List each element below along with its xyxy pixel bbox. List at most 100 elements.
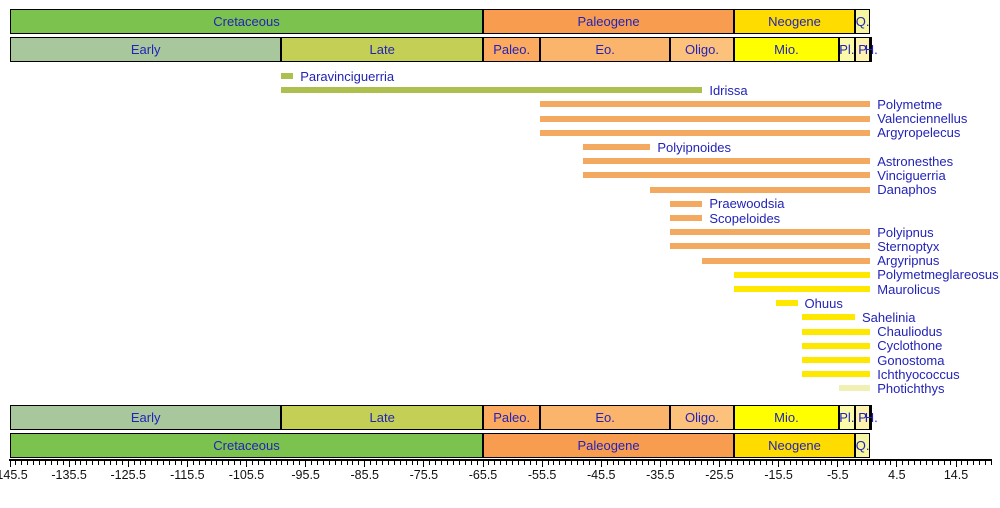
genus-label[interactable]: Argyripnus <box>877 253 940 269</box>
period-label[interactable]: Paleogene <box>577 14 640 29</box>
axis-tick-label: -125.5 <box>110 468 146 482</box>
genus-label[interactable]: Valenciennellus <box>877 111 968 127</box>
epoch-cell-eo-: Eo. <box>540 405 670 430</box>
genus-label[interactable]: Polyipnoides <box>657 139 732 155</box>
genus-label[interactable]: Chauliodus <box>877 324 943 340</box>
top-epoch-row: Early Late Paleo. Eo. Oligo. Mio. Pl. P H. <box>0 37 1000 62</box>
axis-minor-tick <box>328 461 330 465</box>
epoch-label[interactable]: Eo. <box>595 410 615 425</box>
period-label[interactable]: Q. <box>855 14 870 29</box>
axis-tick-label: -145.5 <box>0 468 28 482</box>
genus-label[interactable]: Idrissa <box>709 82 748 98</box>
axis-tick-label: -115.5 <box>170 468 205 482</box>
axis-minor-tick <box>452 461 454 465</box>
period-label[interactable]: Q. <box>855 438 870 453</box>
epoch-label[interactable]: H. <box>864 410 878 425</box>
axis-minor-tick <box>689 461 691 465</box>
axis-minor-tick <box>860 461 862 465</box>
axis-minor-tick <box>139 461 141 465</box>
axis-minor-tick <box>789 461 791 465</box>
genus-label[interactable]: Astronesthes <box>877 153 954 169</box>
axis-minor-tick <box>588 461 590 465</box>
period-cell-neogene: Neogene <box>734 433 855 458</box>
axis-minor-tick <box>352 461 354 465</box>
epoch-label[interactable]: P <box>858 42 867 57</box>
epoch-label[interactable]: H. <box>864 42 878 57</box>
genus-label[interactable]: Gonostoma <box>877 352 945 368</box>
axis-minor-tick <box>677 461 679 465</box>
range-bar <box>582 144 651 150</box>
range-bar <box>801 371 871 378</box>
period-label[interactable]: Neogene <box>768 438 821 453</box>
genus-label[interactable]: Sternoptyx <box>877 238 940 254</box>
axis-minor-tick <box>21 461 23 465</box>
genus-label[interactable]: Cyclothone <box>877 338 943 354</box>
genus-label[interactable]: Photichthys <box>877 380 945 396</box>
axis-minor-tick <box>878 461 880 465</box>
epoch-cell-p: P <box>854 37 871 62</box>
genus-label[interactable]: Sahelinia <box>861 309 916 325</box>
period-cell-q-: Q. <box>854 9 871 34</box>
axis-major-tick <box>364 461 366 467</box>
axis-minor-tick <box>50 461 52 465</box>
axis-minor-tick <box>33 461 35 465</box>
period-label[interactable]: Neogene <box>768 14 821 29</box>
axis-minor-tick <box>98 461 100 465</box>
range-bar <box>702 257 871 264</box>
genus-label[interactable]: Polyipnus <box>877 224 934 240</box>
period-label[interactable]: Cretaceous <box>213 438 280 453</box>
axis-minor-tick <box>169 461 171 465</box>
genus-label[interactable]: Ichthyococcus <box>877 366 960 382</box>
genus-label[interactable]: Polymetme <box>877 96 943 112</box>
genus-label[interactable]: Paravinciguerria <box>300 68 395 84</box>
genus-label[interactable]: Scopeloides <box>709 210 781 226</box>
epoch-cell-paleo-: Paleo. <box>483 405 541 430</box>
genus-label[interactable]: Danaphos <box>877 182 937 198</box>
axis-tick-label: -5.5 <box>826 468 849 482</box>
epoch-label[interactable]: Paleo. <box>493 42 531 57</box>
range-bar <box>838 385 871 392</box>
epoch-cell-early: Early <box>10 405 282 430</box>
axis-minor-tick <box>849 461 851 465</box>
epoch-label[interactable]: Mio. <box>774 42 799 57</box>
axis-minor-tick <box>370 461 372 465</box>
period-label[interactable]: Paleogene <box>577 438 640 453</box>
epoch-label[interactable]: Late <box>369 410 395 425</box>
genus-label[interactable]: Ohuus <box>804 295 843 311</box>
epoch-label[interactable]: Oligo. <box>684 410 719 425</box>
epoch-cell-oligo-: Oligo. <box>669 37 735 62</box>
axis-line <box>9 459 993 461</box>
epoch-label[interactable]: Pl. <box>839 42 855 57</box>
epoch-label[interactable]: Early <box>130 42 161 57</box>
range-bar <box>540 129 871 136</box>
period-label[interactable]: Cretaceous <box>213 14 280 29</box>
axis-minor-tick <box>517 461 519 465</box>
axis-major-tick <box>541 461 543 467</box>
epoch-label[interactable]: Eo. <box>595 42 615 57</box>
axis-minor-tick <box>287 461 289 465</box>
axis-minor-tick <box>618 461 620 465</box>
axis-tick-label: -15.5 <box>764 468 793 482</box>
epoch-label[interactable]: Pl. <box>839 410 855 425</box>
epoch-label[interactable]: Oligo. <box>684 42 719 57</box>
axis-minor-tick <box>967 461 969 465</box>
genus-label[interactable]: Argyropelecus <box>877 125 961 141</box>
axis-minor-tick <box>973 461 975 465</box>
epoch-label[interactable]: Paleo. <box>493 410 531 425</box>
epoch-label[interactable]: Mio. <box>774 410 799 425</box>
range-bar <box>669 229 871 236</box>
genus-label[interactable]: Polymetmeglareosus <box>877 267 999 283</box>
epoch-label[interactable]: Late <box>369 42 395 57</box>
genus-label[interactable]: Praewoodsia <box>709 196 785 212</box>
epoch-label[interactable]: Early <box>130 410 161 425</box>
axis-minor-tick <box>228 461 230 465</box>
bottom-epoch-row: Early Late Paleo. Eo. Oligo. Mio. Pl. P H. <box>0 405 1000 430</box>
axis-major-tick <box>186 461 188 467</box>
genus-label[interactable]: Maurolicus <box>877 281 941 297</box>
axis-minor-tick <box>920 461 922 465</box>
genus-label[interactable]: Vinciguerria <box>877 167 946 183</box>
epoch-label[interactable]: P <box>858 410 867 425</box>
axis-minor-tick <box>476 461 478 465</box>
range-bar <box>669 215 703 221</box>
